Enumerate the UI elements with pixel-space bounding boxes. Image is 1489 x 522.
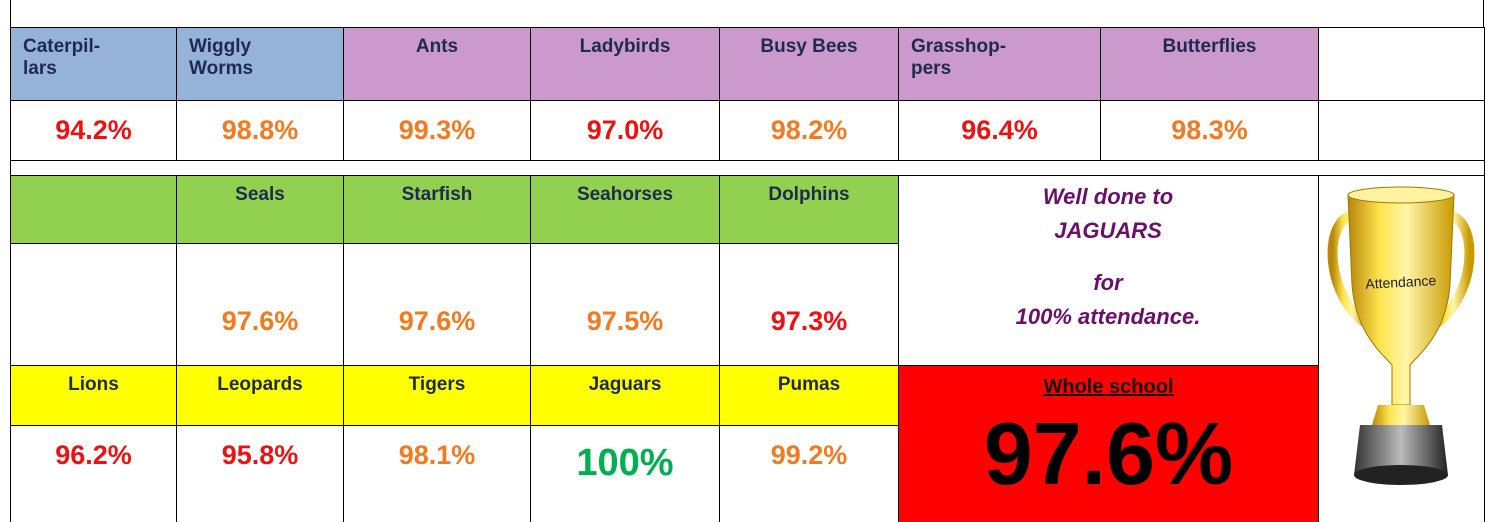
class-attendance: 99.3% [343,100,531,161]
message-line: for [898,270,1318,296]
message-line: JAGUARS [898,218,1318,244]
class-attendance: 98.3% [1100,100,1319,161]
top-row [10,0,1484,28]
empty-cell [10,243,177,366]
class-attendance: 100% [530,425,720,522]
class-attendance: 97.3% [719,243,899,366]
class-name: Butterflies [1100,27,1319,101]
class-attendance: 97.5% [530,243,720,366]
class-name: Ladybirds [530,27,720,101]
class-name: Caterpil- lars [10,27,177,101]
empty-cell [10,175,177,244]
class-attendance: 96.4% [898,100,1101,161]
class-name: Busy Bees [719,27,899,101]
class-attendance: 98.2% [719,100,899,161]
class-attendance: 97.0% [530,100,720,161]
whole-school-cell: Whole school 97.6% [898,365,1319,522]
class-attendance: 99.2% [719,425,899,522]
class-name: Tigers [343,365,531,426]
class-name: Wiggly Worms [176,27,344,101]
class-name: Seahorses [530,175,720,244]
spacer-row [10,160,1485,176]
message-line: Well done to [898,184,1318,210]
message-line: 100% attendance. [898,304,1318,330]
class-name: Leopards [176,365,344,426]
class-name: Ants [343,27,531,101]
class-attendance: 97.6% [176,243,344,366]
empty-cell [1318,27,1485,101]
class-name: Seals [176,175,344,244]
trophy: Attendance [1318,175,1484,522]
class-name: Pumas [719,365,899,426]
empty-cell [1318,100,1485,161]
class-attendance: 96.2% [10,425,177,522]
whole-school-value: 97.6% [899,403,1318,505]
class-name: Dolphins [719,175,899,244]
class-attendance: 98.1% [343,425,531,522]
class-attendance: 95.8% [176,425,344,522]
whole-school-label: Whole school [899,376,1318,399]
class-name: Grasshop- pers [898,27,1101,101]
class-name: Starfish [343,175,531,244]
class-attendance: 98.8% [176,100,344,161]
attendance-board: 99.2%Pumas100%Jaguars98.1%Tigers95.8%Leo… [0,0,1489,522]
class-attendance: 94.2% [10,100,177,161]
class-name: Jaguars [530,365,720,426]
class-attendance: 97.6% [343,243,531,366]
class-name: Lions [10,365,177,426]
